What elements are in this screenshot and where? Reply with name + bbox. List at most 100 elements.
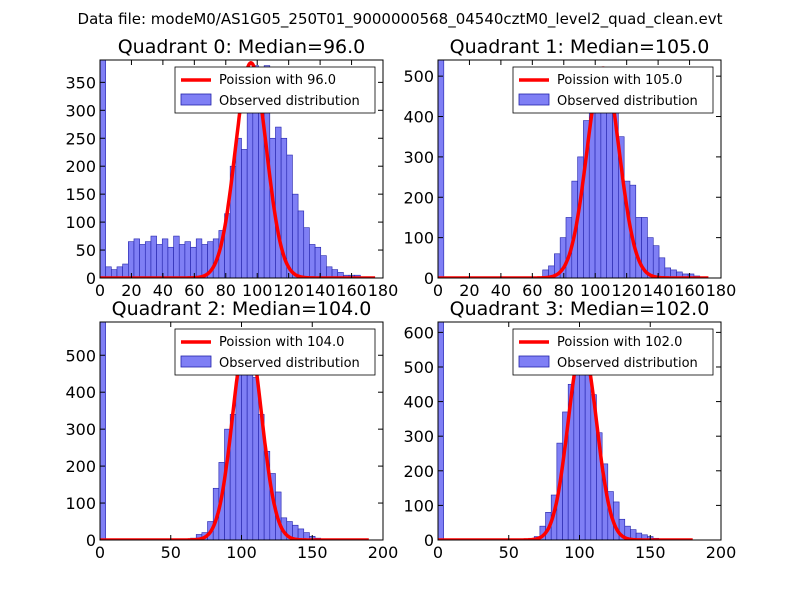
x-tick-label: 200 (706, 543, 737, 562)
histogram-bar (297, 210, 305, 278)
x-tick-label: 140 (305, 281, 336, 300)
legend: Poission with 105.0 Observed distribution (512, 66, 714, 114)
x-tick-label: 20 (459, 281, 479, 300)
histogram-bar (635, 217, 642, 278)
panels: Quadrant 0: Median=96.00 20 40 60 80 100 120 14… (65, 36, 736, 562)
x-tick-label: 0 (95, 543, 105, 562)
histogram-bar (241, 351, 248, 540)
histogram-bar (156, 244, 163, 278)
x-tick-label: 60 (184, 281, 204, 300)
histogram-bar (573, 366, 580, 540)
legend-label-poisson: Poission with 102.0 (557, 335, 682, 350)
poisson-curve (100, 61, 377, 278)
x-tick-label: 0 (433, 543, 443, 562)
histogram-bar (246, 110, 254, 278)
histogram-bar (252, 377, 259, 540)
histogram-bar (144, 241, 152, 278)
legend: Poission with 104.0 Observed distribution (174, 328, 376, 376)
legend-bar-swatch (180, 355, 212, 368)
x-tick-label: 160 (674, 281, 705, 300)
histogram-bar (320, 255, 327, 278)
histogram-bar (235, 369, 242, 540)
x-tick-label: 120 (611, 281, 642, 300)
x-tick-label: 80 (216, 281, 236, 300)
legend: Poission with 96.0 Observed distribution (174, 66, 376, 114)
quadrant-2-panel: Quadrant 2: Median=104.0 0 50 100 150 200 0 100… (65, 298, 398, 562)
y-tick-label: 300 (65, 420, 96, 439)
histogram-bar (190, 246, 197, 278)
legend: Poission with 102.0 Observed distribution (512, 328, 714, 376)
panel-title: Quadrant 1: Median=105.0 (450, 36, 710, 58)
histogram-bar (178, 244, 186, 278)
histogram-bar (658, 257, 666, 278)
histogram-bar (275, 126, 282, 278)
figure-suptitle: Data file: modeM0/AS1G05_250T01_90000005… (78, 10, 723, 29)
legend-label-observed: Observed distribution (557, 356, 698, 371)
quadrant-0-panel: Quadrant 0: Median=96.00 20 40 60 80 100 120 14… (65, 36, 398, 300)
x-tick-label: 150 (297, 543, 328, 562)
plot-area (100, 322, 370, 540)
x-tick-label: 140 (643, 281, 674, 300)
histogram-bar (122, 263, 129, 278)
legend-label-poisson: Poission with 104.0 (219, 335, 344, 350)
axes-frame (99, 59, 384, 279)
y-tick-label: 50 (76, 241, 96, 260)
panel-title: Quadrant 2: Median=104.0 (112, 298, 372, 320)
x-tick-label: 120 (273, 281, 304, 300)
x-tick-label: 180 (706, 281, 737, 300)
y-tick-label: 200 (65, 157, 96, 176)
legend-bar-swatch (518, 355, 550, 368)
y-tick-label: 400 (403, 393, 434, 412)
x-tick-label: 40 (153, 281, 173, 300)
legend-label-poisson: Poission with 96.0 (219, 73, 336, 88)
y-tick-label: 400 (403, 108, 434, 127)
legend-label-observed: Observed distribution (557, 94, 698, 109)
legend-label-observed: Observed distribution (219, 356, 360, 371)
y-tick-label: 0 (424, 531, 434, 550)
histogram-bar (235, 137, 242, 278)
x-tick-label: 100 (580, 281, 611, 300)
histogram-bar (438, 60, 445, 278)
y-tick-label: 200 (403, 462, 434, 481)
histogram-bar (241, 149, 248, 278)
y-tick-label: 500 (65, 346, 96, 365)
histogram-bar (184, 241, 191, 278)
y-tick-label: 300 (403, 148, 434, 167)
legend-bar-swatch (180, 93, 212, 106)
x-tick-label: 0 (95, 281, 105, 300)
y-tick-label: 350 (65, 73, 96, 92)
x-tick-label: 200 (368, 543, 399, 562)
x-tick-label: 80 (554, 281, 574, 300)
x-tick-label: 100 (242, 281, 273, 300)
y-tick-label: 300 (65, 101, 96, 120)
legend-label-observed: Observed distribution (219, 94, 360, 109)
histogram-bar (161, 238, 169, 278)
x-tick-label: 50 (161, 543, 181, 562)
y-tick-label: 600 (403, 323, 434, 342)
y-tick-label: 0 (86, 269, 96, 288)
x-tick-label: 180 (368, 281, 399, 300)
legend-label-poisson: Poission with 105.0 (557, 73, 682, 88)
y-tick-label: 100 (403, 229, 434, 248)
plot-area (100, 60, 377, 278)
y-tick-label: 100 (65, 494, 96, 513)
y-tick-label: 500 (403, 358, 434, 377)
x-tick-label: 60 (522, 281, 542, 300)
histogram-bar (438, 322, 444, 540)
y-tick-label: 500 (403, 67, 434, 86)
histogram-bar (100, 60, 106, 278)
poisson-curve (438, 344, 694, 540)
quadrant-1-panel: Quadrant 1: Median=105.00 20 40 60 80 100 120 1… (403, 36, 736, 300)
x-tick-label: 0 (433, 281, 443, 300)
plot-area (438, 322, 694, 540)
histogram-bar (173, 235, 180, 278)
panel-title: Quadrant 3: Median=102.0 (450, 298, 710, 320)
histogram-bar (292, 193, 299, 278)
histogram-bar (600, 108, 607, 278)
y-tick-label: 400 (65, 383, 96, 402)
x-tick-label: 20 (121, 281, 141, 300)
axes-frame (437, 59, 722, 279)
y-tick-label: 300 (403, 427, 434, 446)
y-tick-label: 100 (65, 213, 96, 232)
